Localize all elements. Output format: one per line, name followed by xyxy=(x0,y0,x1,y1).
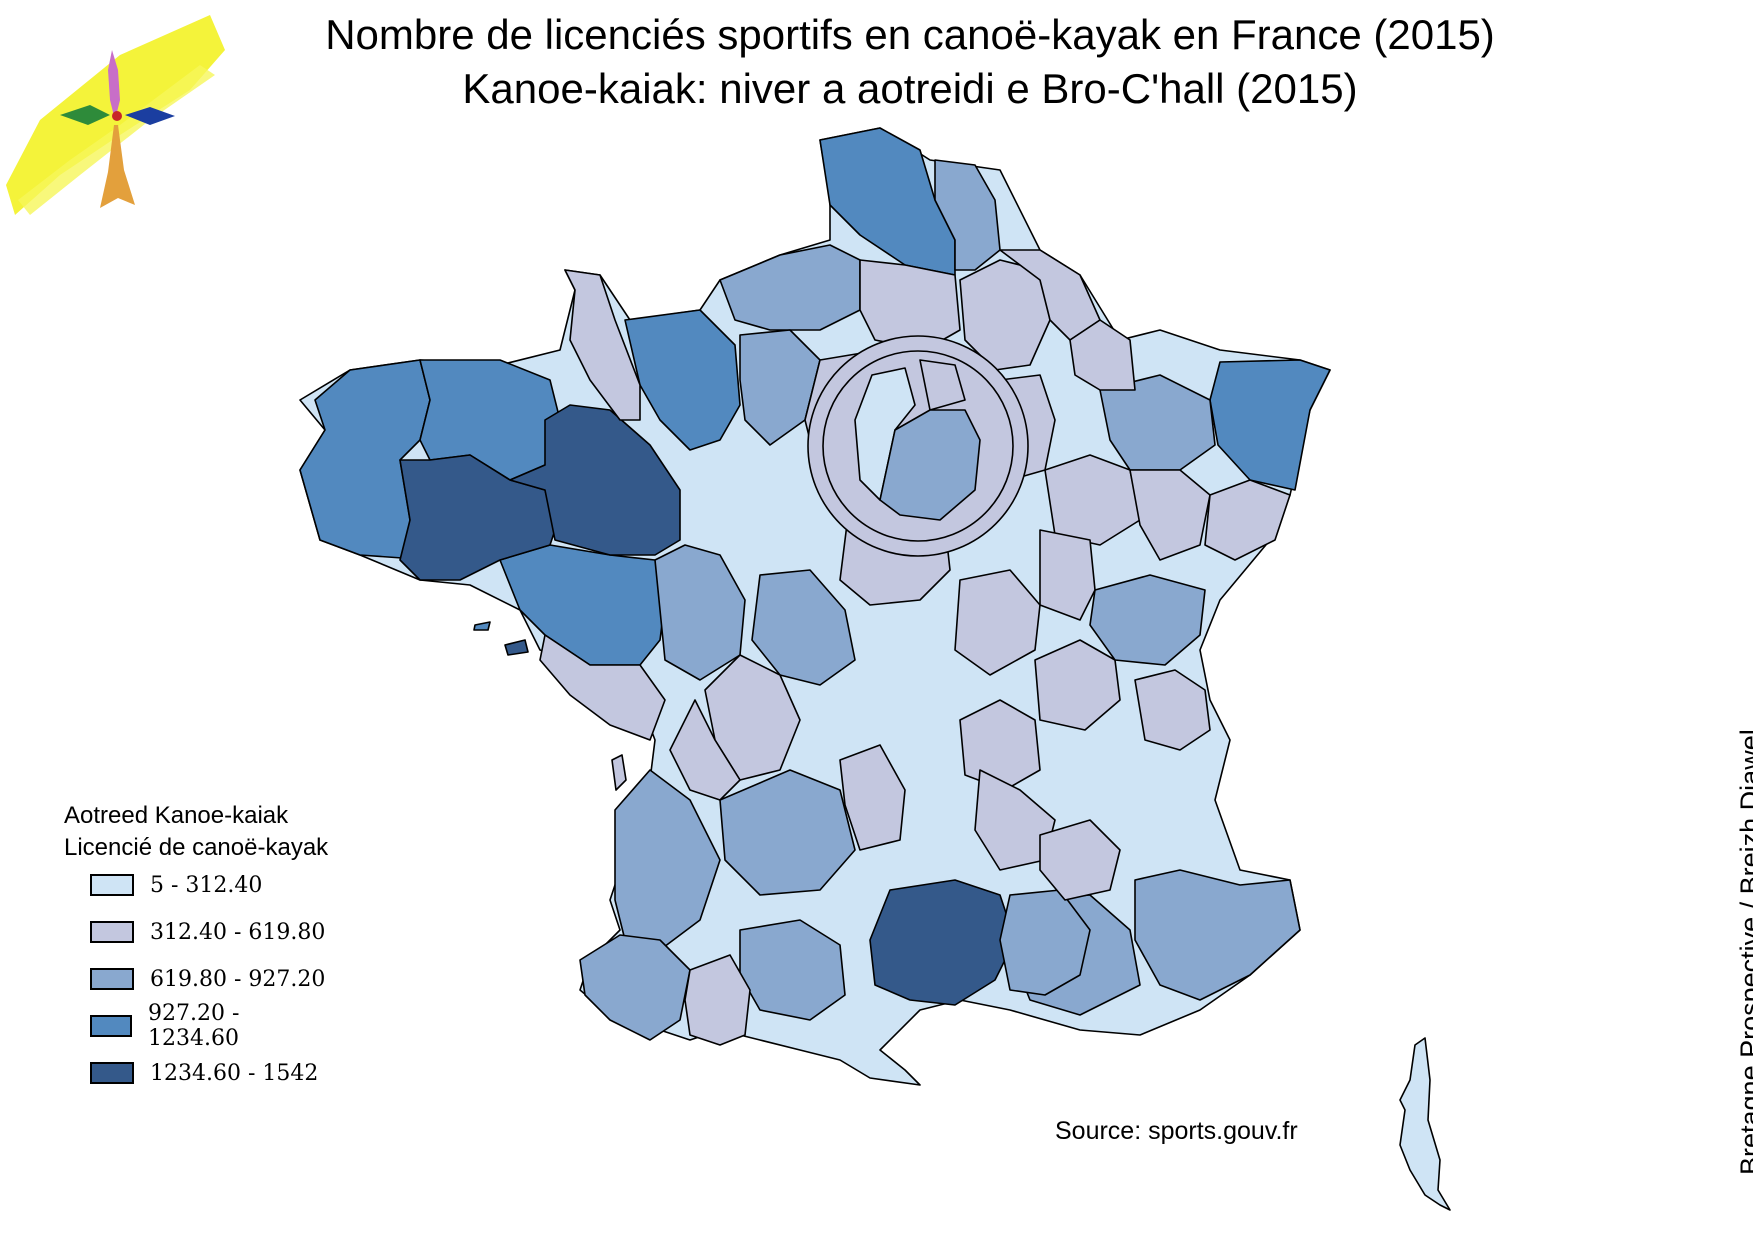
map-title: Nombre de licenciés sportifs en canoë-ka… xyxy=(325,11,1495,58)
legend-title-french: Licencié de canoë-kayak xyxy=(64,834,329,861)
legend: Aotreed Kanoe-kaiak Licencié de canoë-ka… xyxy=(64,800,329,1086)
legend-row: 927.20 - 1234.60 xyxy=(90,1001,328,1051)
dept-morbihan xyxy=(399,454,556,581)
dept-var xyxy=(1134,869,1301,1001)
dept-vendee xyxy=(539,634,666,741)
dept-puy-de-dome xyxy=(959,699,1041,791)
legend-row: 1234.60 - 1542 xyxy=(90,1056,318,1090)
legend-swatch xyxy=(90,921,134,943)
map-subtitle: Kanoe-kaiak: niver a aotreidi e Bro-C'ha… xyxy=(462,65,1358,112)
legend-title-breton: Aotreed Kanoe-kaiak xyxy=(64,802,289,829)
bretagne-prospective-logo xyxy=(6,15,225,215)
dept-creuse xyxy=(839,744,906,851)
dept-gironde xyxy=(614,769,721,951)
legend-label: 312.40 - 619.80 xyxy=(150,919,326,945)
legend-label: 927.20 - 1234.60 xyxy=(148,1001,240,1051)
dept-manche-calvados xyxy=(624,309,741,451)
legend-swatch xyxy=(90,1062,134,1084)
dept-moselle xyxy=(1099,374,1216,471)
dept-ille-et-vilaine xyxy=(509,404,681,556)
dept-charente xyxy=(669,699,741,801)
dept-vienne xyxy=(704,654,801,781)
belle-ile xyxy=(504,639,529,656)
dept-dordogne xyxy=(719,769,856,896)
dept-yonne-cote-dor xyxy=(1039,529,1096,621)
corsica xyxy=(1399,1037,1451,1211)
dept-herault xyxy=(869,879,1016,1006)
credit-note: Bretagne Prospective / Breizh Diawel xyxy=(1735,729,1753,1175)
legend-swatch xyxy=(90,874,134,896)
dept-seine-maritime-eure xyxy=(564,269,641,421)
dept-meuse xyxy=(1069,319,1136,391)
dept-haute-savoie xyxy=(1134,669,1211,751)
dept-saone-et-loire xyxy=(1034,639,1121,731)
source-note: Source: sports.gouv.fr xyxy=(1055,1117,1298,1145)
dept-loire-atlantique xyxy=(499,544,666,666)
dept-hautes-pyrenees xyxy=(684,954,751,1046)
dept-somme xyxy=(719,244,861,331)
ile-oleron xyxy=(611,754,627,791)
dept-bas-rhin xyxy=(1209,359,1331,491)
legend-label: 5 - 312.40 xyxy=(150,872,263,898)
dept-haute-marne xyxy=(1129,469,1211,561)
legend-label: 1234.60 - 1542 xyxy=(150,1060,319,1086)
legend-label: 619.80 - 927.20 xyxy=(150,966,326,992)
dept-drome xyxy=(1039,819,1121,901)
dept-eure-et-loir xyxy=(739,329,821,446)
legend-row: 5 - 312.40 xyxy=(90,868,262,902)
legend-swatch xyxy=(90,1015,133,1037)
dept-vosges xyxy=(1204,479,1291,561)
legend-row: 619.80 - 927.20 xyxy=(90,962,325,996)
dept-marne xyxy=(959,259,1051,371)
dept-doubs xyxy=(1089,574,1206,666)
legend-row: 312.40 - 619.80 xyxy=(90,915,325,949)
dept-nievre-cher xyxy=(954,569,1041,676)
legend-swatch xyxy=(90,968,134,990)
ile-de-groix xyxy=(473,621,491,631)
dept-indre-et-loire xyxy=(751,569,856,686)
dept-pyrenees-atlantiques xyxy=(579,934,691,1041)
dept-pas-de-calais xyxy=(934,159,1001,271)
